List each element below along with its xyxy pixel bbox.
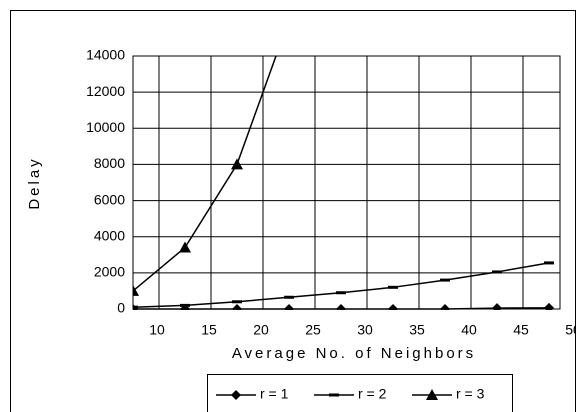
marker — [284, 304, 294, 310]
y-axis-title: Delay — [26, 156, 43, 209]
legend-box — [207, 374, 513, 412]
legend-label: r = 3 — [456, 386, 485, 402]
marker — [180, 303, 190, 307]
marker — [231, 158, 243, 170]
marker — [492, 303, 502, 310]
marker — [336, 291, 346, 295]
x-tick-label: 50 — [565, 322, 576, 338]
marker — [388, 285, 398, 289]
marker — [231, 390, 241, 400]
marker — [133, 305, 138, 309]
marker — [336, 304, 346, 310]
marker — [180, 304, 190, 310]
series-line — [133, 56, 277, 292]
marker — [232, 300, 242, 304]
marker — [284, 295, 294, 299]
y-tick-label: 12000 — [86, 83, 125, 99]
marker — [426, 389, 438, 400]
x-axis-title: Average No. of Neighbors — [232, 345, 476, 362]
marker — [232, 304, 242, 310]
marker — [133, 284, 139, 296]
marker — [544, 261, 554, 265]
y-tick-label: 10000 — [86, 119, 125, 135]
x-tick-label: 35 — [409, 322, 425, 338]
marker — [283, 14, 295, 25]
y-tick-label: 14000 — [86, 47, 125, 63]
legend-label: r = 1 — [260, 386, 289, 402]
series-line — [133, 262, 550, 308]
legend-label: r = 2 — [358, 386, 387, 402]
marker — [179, 241, 191, 253]
marker — [440, 304, 450, 310]
y-tick-label: 2000 — [94, 264, 125, 280]
x-tick-label: 40 — [461, 322, 477, 338]
marker — [133, 304, 138, 310]
y-tick-label: 8000 — [94, 155, 125, 171]
marker — [492, 270, 502, 274]
x-tick-label: 30 — [357, 322, 373, 338]
y-tick-label: 4000 — [94, 227, 125, 243]
x-tick-label: 25 — [305, 322, 321, 338]
marker — [329, 393, 339, 397]
x-tick-label: 45 — [513, 322, 529, 338]
marker — [440, 278, 450, 282]
y-tick-label: 0 — [117, 300, 125, 316]
plot-area — [133, 14, 554, 310]
x-tick-label: 15 — [201, 322, 217, 338]
x-tick-label: 20 — [253, 322, 269, 338]
marker — [544, 302, 554, 310]
y-tick-label: 6000 — [94, 191, 125, 207]
marker — [388, 304, 398, 310]
x-tick-label: 10 — [149, 322, 165, 338]
